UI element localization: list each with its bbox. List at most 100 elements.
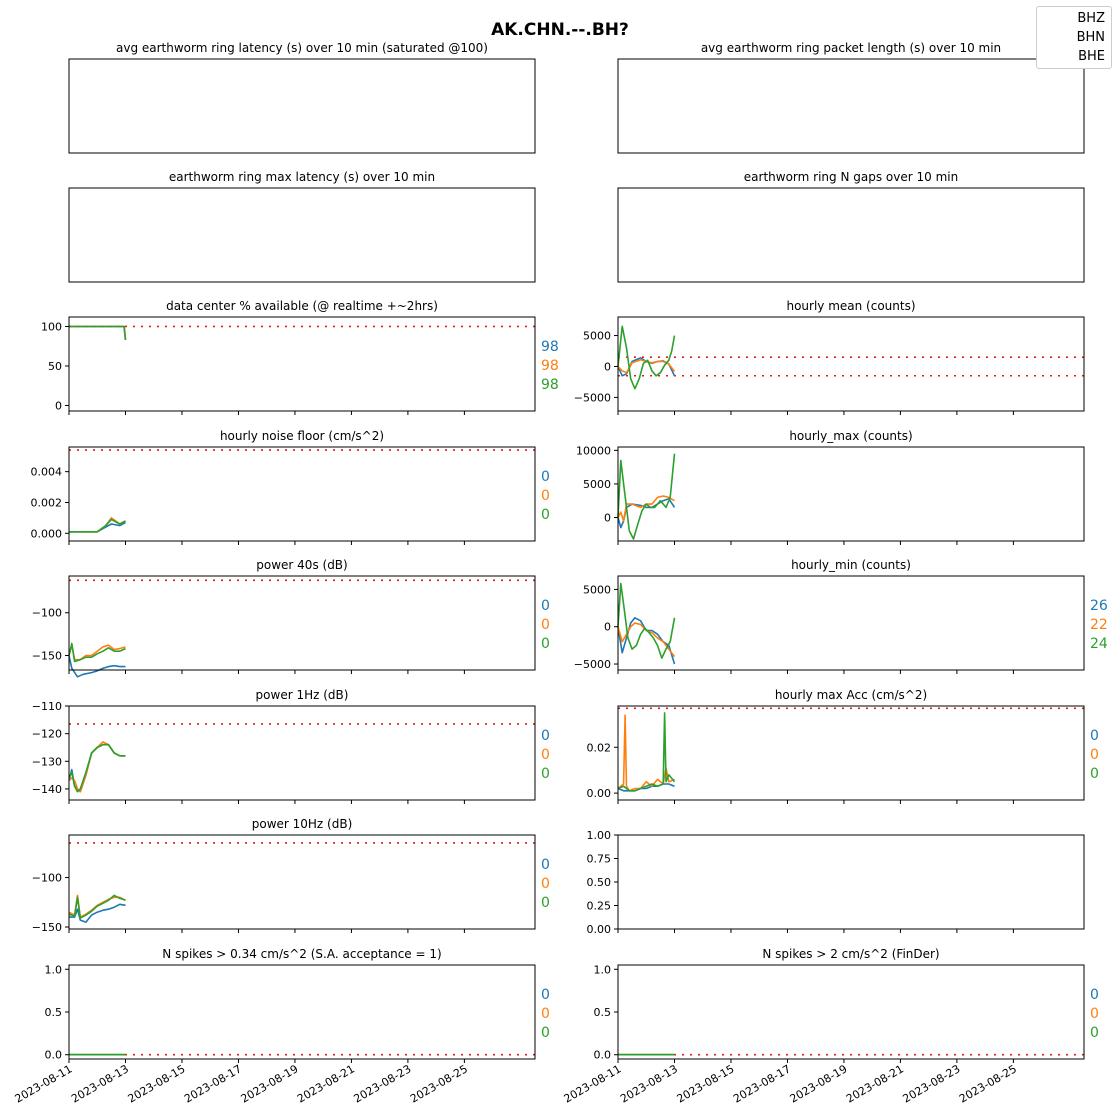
annotation-value: 22 (1090, 617, 1108, 633)
plot-frame (68, 58, 536, 154)
x-tick-label: 2023-08-11 (13, 1062, 75, 1105)
x-tick-label: 2023-08-23 (901, 1062, 963, 1105)
x-tick-label: 2023-08-19 (239, 1062, 301, 1105)
y-tick-label: 0 (604, 360, 611, 373)
series-line-bhz (69, 903, 126, 923)
annotation-value: 0 (541, 857, 550, 873)
legend: BHZ BHN BHE (1036, 6, 1112, 69)
y-tick-label: −120 (32, 728, 62, 741)
plot-frame (68, 834, 536, 930)
x-tick-label: 2023-08-13 (618, 1062, 680, 1105)
annotation-value: 0 (1090, 1006, 1099, 1022)
y-tick-label: 0.00 (587, 923, 612, 936)
panel-p7: hourly noise floor (cm/s^2) 0.004 0.002 0.0… (31, 429, 550, 545)
panel-p8: hourly_max (counts) 10000 5000 0 (576, 429, 1085, 545)
plot-frame (68, 446, 536, 542)
annotation-value: 0 (541, 876, 550, 892)
y-tick-label: 0.002 (31, 496, 63, 509)
panel-title: power 40s (dB) (256, 558, 347, 572)
annotation-value: 0 (1090, 1025, 1099, 1041)
panel-p9: power 40s (dB) −100 −150 0 0 0 (32, 558, 550, 678)
panel-p4: earthworm ring N gaps over 10 min (617, 170, 1085, 283)
plot-frame (617, 834, 1085, 930)
y-tick-label: 5000 (583, 478, 611, 491)
y-tick-label: −110 (32, 700, 62, 713)
x-tick-label: 2023-08-21 (295, 1062, 357, 1105)
annotation-value: 0 (1090, 728, 1099, 744)
y-tick-label: 5000 (583, 330, 611, 343)
y-tick-label: 0 (55, 399, 62, 412)
annotation-value: 98 (541, 377, 559, 393)
annotation-value: 0 (541, 766, 550, 782)
plot-frame (617, 446, 1085, 542)
plot-frame (617, 964, 1085, 1060)
panel-title: N spikes > 2 cm/s^2 (FinDer) (762, 947, 939, 961)
y-tick-label: 0.75 (587, 853, 612, 866)
series-line-bhn (69, 325, 127, 340)
annotation-value: 98 (541, 339, 559, 355)
panel-p11: power 1Hz (dB) −110 −120 −130 −140 0 0 0 (32, 688, 550, 804)
panel-p1: avg earthworm ring latency (s) over 10 m… (68, 41, 536, 154)
panel-p12: hourly max Acc (cm/s^2) 0.02 0.00 0 0 0 (587, 688, 1099, 804)
y-tick-label: 10000 (576, 444, 611, 457)
plot-frame (68, 705, 536, 801)
x-tick-label: 2023-08-17 (731, 1062, 793, 1105)
y-tick-label: −100 (32, 872, 62, 885)
plot-frame (68, 964, 536, 1060)
panel-p3: earthworm ring max latency (s) over 10 m… (68, 170, 536, 283)
y-tick-label: 0.0 (594, 1049, 612, 1062)
plot-frame (617, 58, 1085, 154)
annotation-value: 0 (541, 617, 550, 633)
panel-title: data center % available (@ realtime +~2h… (166, 299, 438, 313)
panel-title: power 1Hz (dB) (256, 688, 349, 702)
series-line-bhe (68, 642, 126, 663)
annotation-value: 0 (1090, 747, 1099, 763)
x-tick-label: 2023-08-23 (352, 1062, 414, 1105)
annotation-value: 98 (541, 358, 559, 374)
y-tick-label: 0.004 (31, 466, 63, 479)
annotation-value: 0 (541, 469, 550, 485)
series-line-bhz (69, 325, 127, 340)
series-line-bhe (617, 325, 676, 390)
plot-frame (68, 316, 536, 412)
legend-item-bhz: BHZ (1077, 11, 1105, 26)
figure-title: AK.CHN.--.BH? (491, 20, 629, 40)
annotation-value: 0 (1090, 987, 1099, 1003)
panel-title: power 10Hz (dB) (252, 817, 353, 831)
plot-frame (617, 316, 1085, 412)
panel-title: hourly noise floor (cm/s^2) (220, 429, 384, 443)
annotation-value: 0 (541, 636, 550, 652)
panel-title: earthworm ring max latency (s) over 10 m… (169, 170, 435, 184)
y-tick-label: 1.0 (594, 963, 612, 976)
annotation-value: 0 (541, 598, 550, 614)
panel-title: hourly_max (counts) (789, 429, 912, 443)
plot-frame (617, 705, 1085, 801)
y-tick-label: 0.5 (45, 1006, 63, 1019)
panel-p5: data center % available (@ realtime +~2h… (41, 299, 559, 415)
x-tick-label: 2023-08-21 (844, 1062, 906, 1105)
series-line-bhz (617, 783, 675, 792)
annotation-value: 0 (541, 488, 550, 504)
series-line-bhz (68, 655, 126, 678)
series-line-bhe (617, 582, 676, 659)
x-tick-label: 2023-08-15 (675, 1062, 737, 1105)
annotation-value: 0 (541, 728, 550, 744)
y-tick-label: −5000 (574, 658, 611, 671)
annotation-value: 0 (541, 987, 550, 1003)
y-tick-label: 1.0 (45, 963, 63, 976)
legend-item-bhn: BHN (1076, 30, 1105, 45)
panel-title: avg earthworm ring latency (s) over 10 m… (116, 41, 488, 55)
annotation-value: 0 (1090, 766, 1099, 782)
series-line-bhe (68, 743, 126, 793)
y-tick-label: −140 (32, 783, 62, 796)
y-tick-label: 1.00 (587, 829, 612, 842)
x-tick-label: 2023-08-13 (69, 1062, 131, 1105)
x-tick-label: 2023-08-25 (957, 1062, 1019, 1105)
panel-title: hourly_min (counts) (791, 558, 911, 572)
y-tick-label: 100 (41, 320, 62, 333)
annotation-value: 0 (541, 1025, 550, 1041)
y-tick-label: 0.25 (587, 900, 612, 913)
y-tick-label: 0.0 (45, 1049, 63, 1062)
series-line-bhe (69, 518, 126, 533)
